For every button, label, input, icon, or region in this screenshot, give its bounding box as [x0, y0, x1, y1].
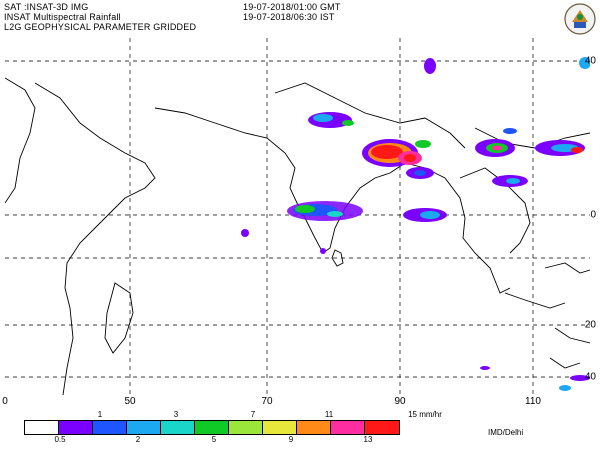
lat-label: 0 [590, 209, 596, 221]
scale-swatch [365, 421, 399, 434]
lat-label: 20 [584, 319, 596, 331]
time-gmt: 19-07-2018/01:00 GMT [243, 2, 341, 12]
scale-swatch [161, 421, 195, 434]
scale-tick-lower: 5 [211, 435, 217, 444]
scale-tick-lower: 0.5 [54, 435, 66, 444]
coastlines [4, 77, 591, 396]
rainfall-map [4, 38, 591, 396]
scale-swatch [263, 421, 297, 434]
lon-label: 90 [394, 396, 406, 407]
scale-tick-lower: 13 [363, 435, 373, 444]
scale-swatch [229, 421, 263, 434]
scale-swatch [25, 421, 59, 434]
scale-swatch [127, 421, 161, 434]
product-label: INSAT Multispectral Rainfall [4, 12, 121, 22]
rain-patches [241, 57, 591, 391]
scale-tick-upper: 15 mm/hr [408, 410, 442, 419]
scale-swatch [59, 421, 93, 434]
scale-tick-upper: 1 [97, 410, 103, 419]
scale-tick-lower: 9 [288, 435, 294, 444]
scale-tick-upper: 11 [324, 410, 334, 419]
lon-label: 0 [2, 396, 8, 407]
time-ist: 19-07-2018/06:30 IST [243, 12, 335, 22]
lon-label: 110 [525, 396, 541, 407]
lat-label: 40 [584, 371, 596, 383]
lat-lon-grid [5, 38, 590, 395]
scale-swatch [331, 421, 365, 434]
rainfall-color-scale [24, 420, 400, 435]
level-label: L2G GEOPHYSICAL PARAMETER GRIDDED [4, 22, 197, 32]
scale-swatch [297, 421, 331, 434]
lat-label: 40 [584, 55, 596, 67]
scale-tick-lower: 2 [135, 435, 141, 444]
scale-tick-upper: 3 [173, 410, 179, 419]
credit-label: IMD/Delhi [488, 428, 524, 437]
scale-swatch [93, 421, 127, 434]
satellite-label: SAT :INSAT-3D IMG [4, 2, 89, 12]
lon-label: 70 [261, 396, 273, 407]
scale-tick-upper: 7 [250, 410, 256, 419]
scale-swatch [195, 421, 229, 434]
imd-emblem-icon [563, 2, 597, 36]
lon-label: 50 [124, 396, 136, 407]
